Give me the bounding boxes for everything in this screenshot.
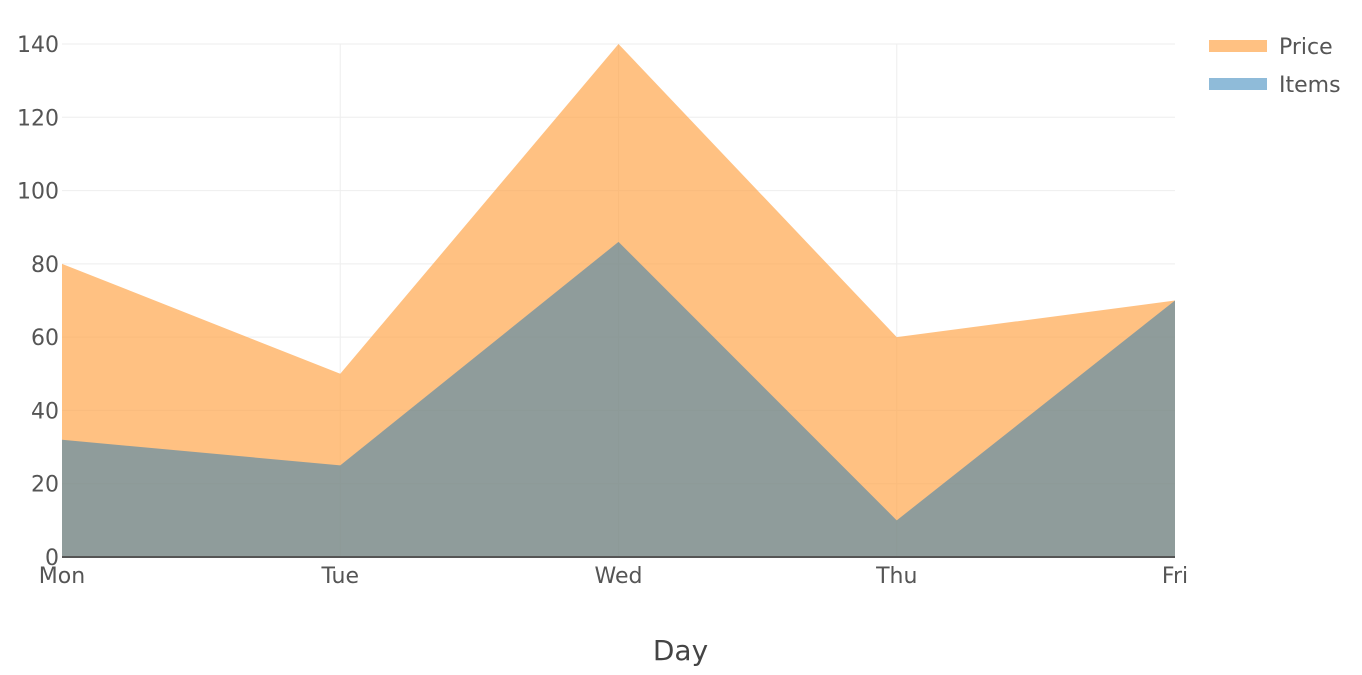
x-tick-label: Thu <box>875 564 917 589</box>
y-tick-label: 20 <box>31 473 59 498</box>
legend-label: Items <box>1279 73 1341 98</box>
legend-label: Price <box>1279 35 1333 60</box>
y-tick-label: 100 <box>17 180 59 205</box>
legend-swatch <box>1209 40 1267 52</box>
x-tick-labels: Mon Tue Wed Thu Fri <box>39 564 1188 589</box>
area-items <box>62 241 1175 557</box>
x-tick-label: Fri <box>1162 564 1188 589</box>
y-tick-label: 0 <box>45 546 59 571</box>
x-axis-title: Day <box>653 634 708 667</box>
legend-item-price[interactable]: Price <box>1209 35 1333 60</box>
x-tick-label: Mon <box>39 564 85 589</box>
y-tick-label: 80 <box>31 253 59 278</box>
y-tick-labels: 0 20 40 60 80 100 120 140 <box>17 33 59 571</box>
series-areas <box>62 44 1175 557</box>
legend[interactable]: Price Items <box>1209 35 1341 98</box>
y-tick-label: 120 <box>17 106 59 131</box>
x-tick-label: Tue <box>320 564 359 589</box>
y-tick-label: 60 <box>31 326 59 351</box>
y-tick-label: 40 <box>31 399 59 424</box>
legend-item-items[interactable]: Items <box>1209 73 1341 98</box>
legend-swatch <box>1209 78 1267 90</box>
x-tick-label: Wed <box>595 564 643 589</box>
y-tick-label: 140 <box>17 33 59 58</box>
